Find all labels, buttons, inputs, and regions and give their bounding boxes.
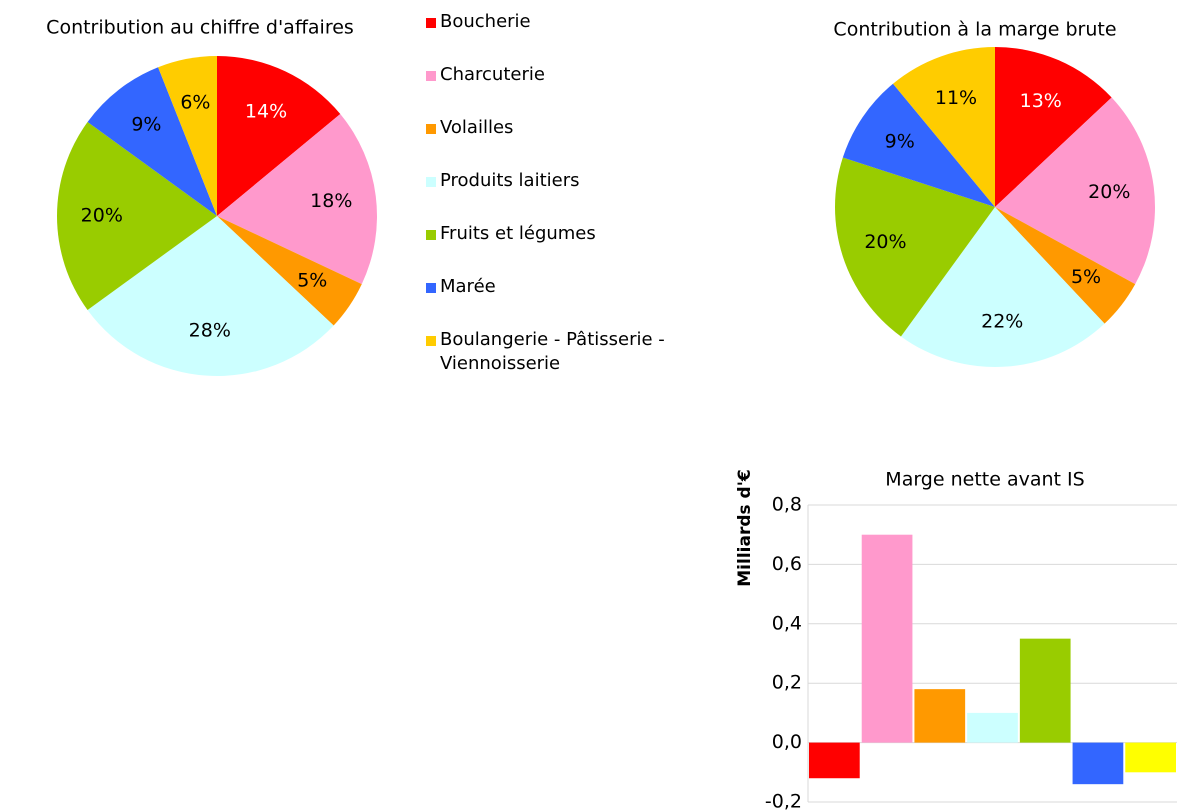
chart-title: Contribution au chiffre d'affaires bbox=[46, 17, 354, 39]
y-tick-label: 0,2 bbox=[772, 672, 802, 694]
data-label: 20% bbox=[1088, 181, 1130, 203]
legend-item: Volailles bbox=[426, 116, 680, 169]
chart-title: Marge nette avant IS bbox=[885, 469, 1084, 491]
legend-label: Produits laitiers bbox=[440, 170, 580, 191]
legend-item: Marée bbox=[426, 275, 680, 328]
data-label: 9% bbox=[131, 113, 161, 135]
data-label: 20% bbox=[864, 231, 906, 253]
bar bbox=[1125, 742, 1176, 773]
data-label: 9% bbox=[885, 131, 915, 153]
pie-slice bbox=[995, 97, 1155, 285]
y-tick-label: 0,6 bbox=[772, 553, 802, 575]
pie-slice bbox=[995, 46, 1112, 207]
y-tick-label: 0,8 bbox=[772, 494, 802, 516]
legend-label: Fruits et légumes bbox=[440, 223, 596, 244]
y-tick-label: 0,4 bbox=[772, 612, 802, 634]
legend: Boucherie Charcuterie Volailles Produits la… bbox=[426, 10, 680, 381]
chart-title: Contribution à la marge brute bbox=[833, 19, 1116, 41]
data-label: 6% bbox=[180, 91, 210, 113]
data-label: 13% bbox=[1020, 90, 1062, 112]
legend-swatch bbox=[426, 71, 436, 81]
pie-slice bbox=[217, 216, 362, 326]
pie-slice bbox=[158, 56, 217, 216]
data-label: 5% bbox=[297, 269, 327, 291]
pie-slice bbox=[57, 121, 217, 311]
legend-label: Marée bbox=[440, 276, 496, 297]
legend-item: Charcuterie bbox=[426, 63, 680, 116]
pie-slice bbox=[900, 207, 1105, 368]
pie-slice bbox=[87, 67, 217, 216]
pie-slice bbox=[893, 47, 995, 207]
y-tick-label: -0,2 bbox=[765, 791, 802, 812]
y-axis-label: Milliards d'€ bbox=[735, 469, 755, 587]
bar bbox=[809, 742, 860, 779]
legend-label: Boulangerie - Pâtisserie - Viennoisserie bbox=[440, 329, 665, 374]
data-label: 5% bbox=[1071, 266, 1101, 288]
pie-slice bbox=[87, 216, 334, 376]
y-tick-label: 0,0 bbox=[772, 731, 802, 753]
legend-item: Boulangerie - Pâtisserie - Viennoisserie bbox=[426, 328, 680, 381]
legend-item: Produits laitiers bbox=[426, 169, 680, 222]
bar bbox=[967, 712, 1018, 743]
legend-item: Fruits et légumes bbox=[426, 222, 680, 275]
data-label: 28% bbox=[189, 319, 231, 341]
bar bbox=[914, 689, 966, 743]
legend-item: Boucherie bbox=[426, 10, 680, 63]
data-label: 20% bbox=[81, 205, 123, 227]
bar bbox=[861, 534, 913, 743]
pie-slice bbox=[995, 207, 1136, 324]
legend-swatch bbox=[426, 283, 436, 293]
pie-slice bbox=[835, 157, 995, 337]
legend-label: Volailles bbox=[440, 117, 514, 138]
bar bbox=[1019, 638, 1071, 743]
legend-swatch bbox=[426, 230, 436, 240]
legend-label: Boucherie bbox=[440, 11, 531, 32]
pie-slice bbox=[217, 114, 377, 285]
data-label: 11% bbox=[935, 87, 977, 109]
data-label: 14% bbox=[245, 100, 287, 122]
pie-slice bbox=[842, 83, 995, 207]
legend-swatch bbox=[426, 336, 436, 346]
pie-slice bbox=[217, 56, 341, 216]
data-label: 22% bbox=[981, 310, 1023, 332]
legend-swatch bbox=[426, 18, 436, 28]
legend-swatch bbox=[426, 124, 436, 134]
legend-swatch bbox=[426, 177, 436, 187]
data-label: 18% bbox=[310, 190, 352, 212]
legend-label: Charcuterie bbox=[440, 64, 545, 85]
bar bbox=[1072, 742, 1124, 785]
